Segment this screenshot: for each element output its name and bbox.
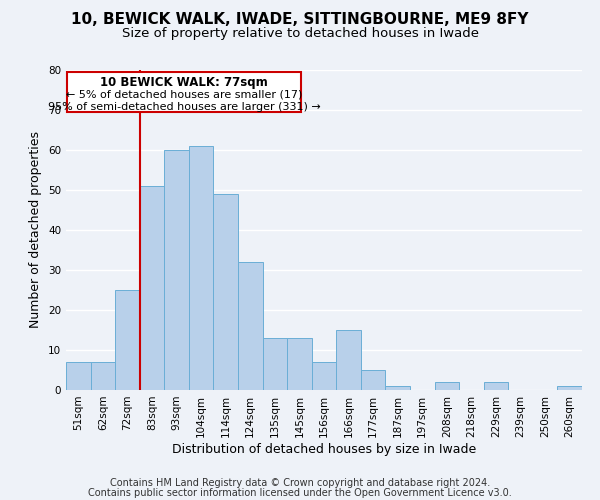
Text: Size of property relative to detached houses in Iwade: Size of property relative to detached ho… [121, 28, 479, 40]
Bar [287, 338, 312, 390]
Bar [336, 330, 361, 390]
Bar [214, 194, 238, 390]
Text: Contains public sector information licensed under the Open Government Licence v3: Contains public sector information licen… [88, 488, 512, 498]
Text: ← 5% of detached houses are smaller (17): ← 5% of detached houses are smaller (17) [66, 89, 302, 99]
Bar [312, 362, 336, 390]
Bar [115, 290, 140, 390]
Bar [361, 370, 385, 390]
Text: Contains HM Land Registry data © Crown copyright and database right 2024.: Contains HM Land Registry data © Crown c… [110, 478, 490, 488]
Bar [189, 146, 214, 390]
Bar [140, 186, 164, 390]
Bar [164, 150, 189, 390]
Bar [385, 386, 410, 390]
Bar [557, 386, 582, 390]
Bar [91, 362, 115, 390]
Bar [66, 362, 91, 390]
Bar [484, 382, 508, 390]
X-axis label: Distribution of detached houses by size in Iwade: Distribution of detached houses by size … [172, 442, 476, 456]
Bar [434, 382, 459, 390]
Bar [238, 262, 263, 390]
Y-axis label: Number of detached properties: Number of detached properties [29, 132, 43, 328]
Text: 95% of semi-detached houses are larger (331) →: 95% of semi-detached houses are larger (… [47, 102, 320, 112]
FancyBboxPatch shape [67, 72, 301, 112]
Text: 10 BEWICK WALK: 77sqm: 10 BEWICK WALK: 77sqm [100, 76, 268, 89]
Text: 10, BEWICK WALK, IWADE, SITTINGBOURNE, ME9 8FY: 10, BEWICK WALK, IWADE, SITTINGBOURNE, M… [71, 12, 529, 28]
Bar [263, 338, 287, 390]
